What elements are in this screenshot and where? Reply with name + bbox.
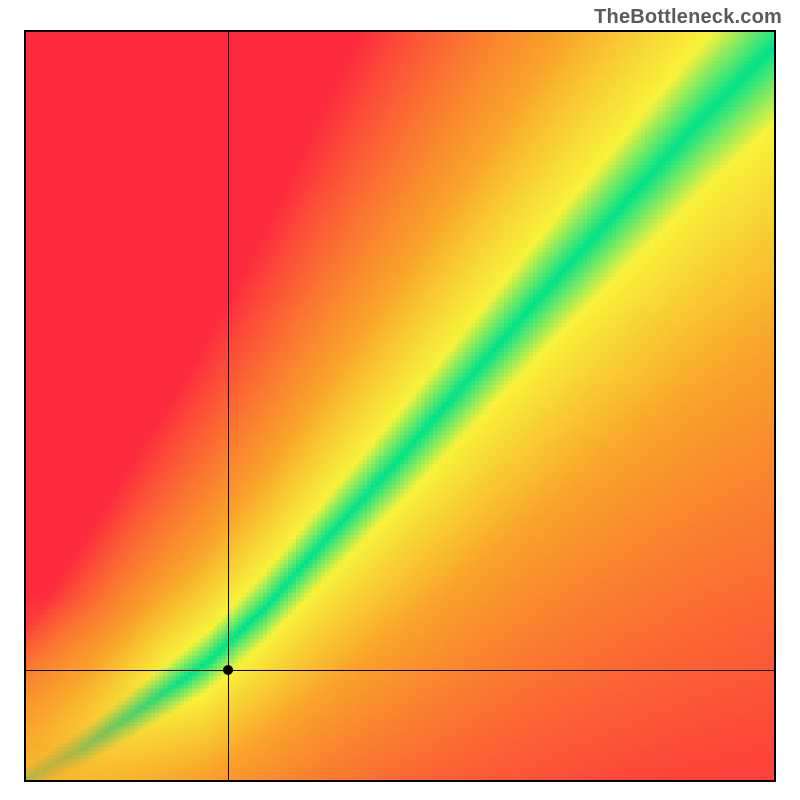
chart-container: TheBottleneck.com [0, 0, 800, 800]
heatmap-canvas [26, 32, 774, 780]
watermark-text: TheBottleneck.com [594, 6, 782, 29]
plot-area [24, 30, 776, 782]
